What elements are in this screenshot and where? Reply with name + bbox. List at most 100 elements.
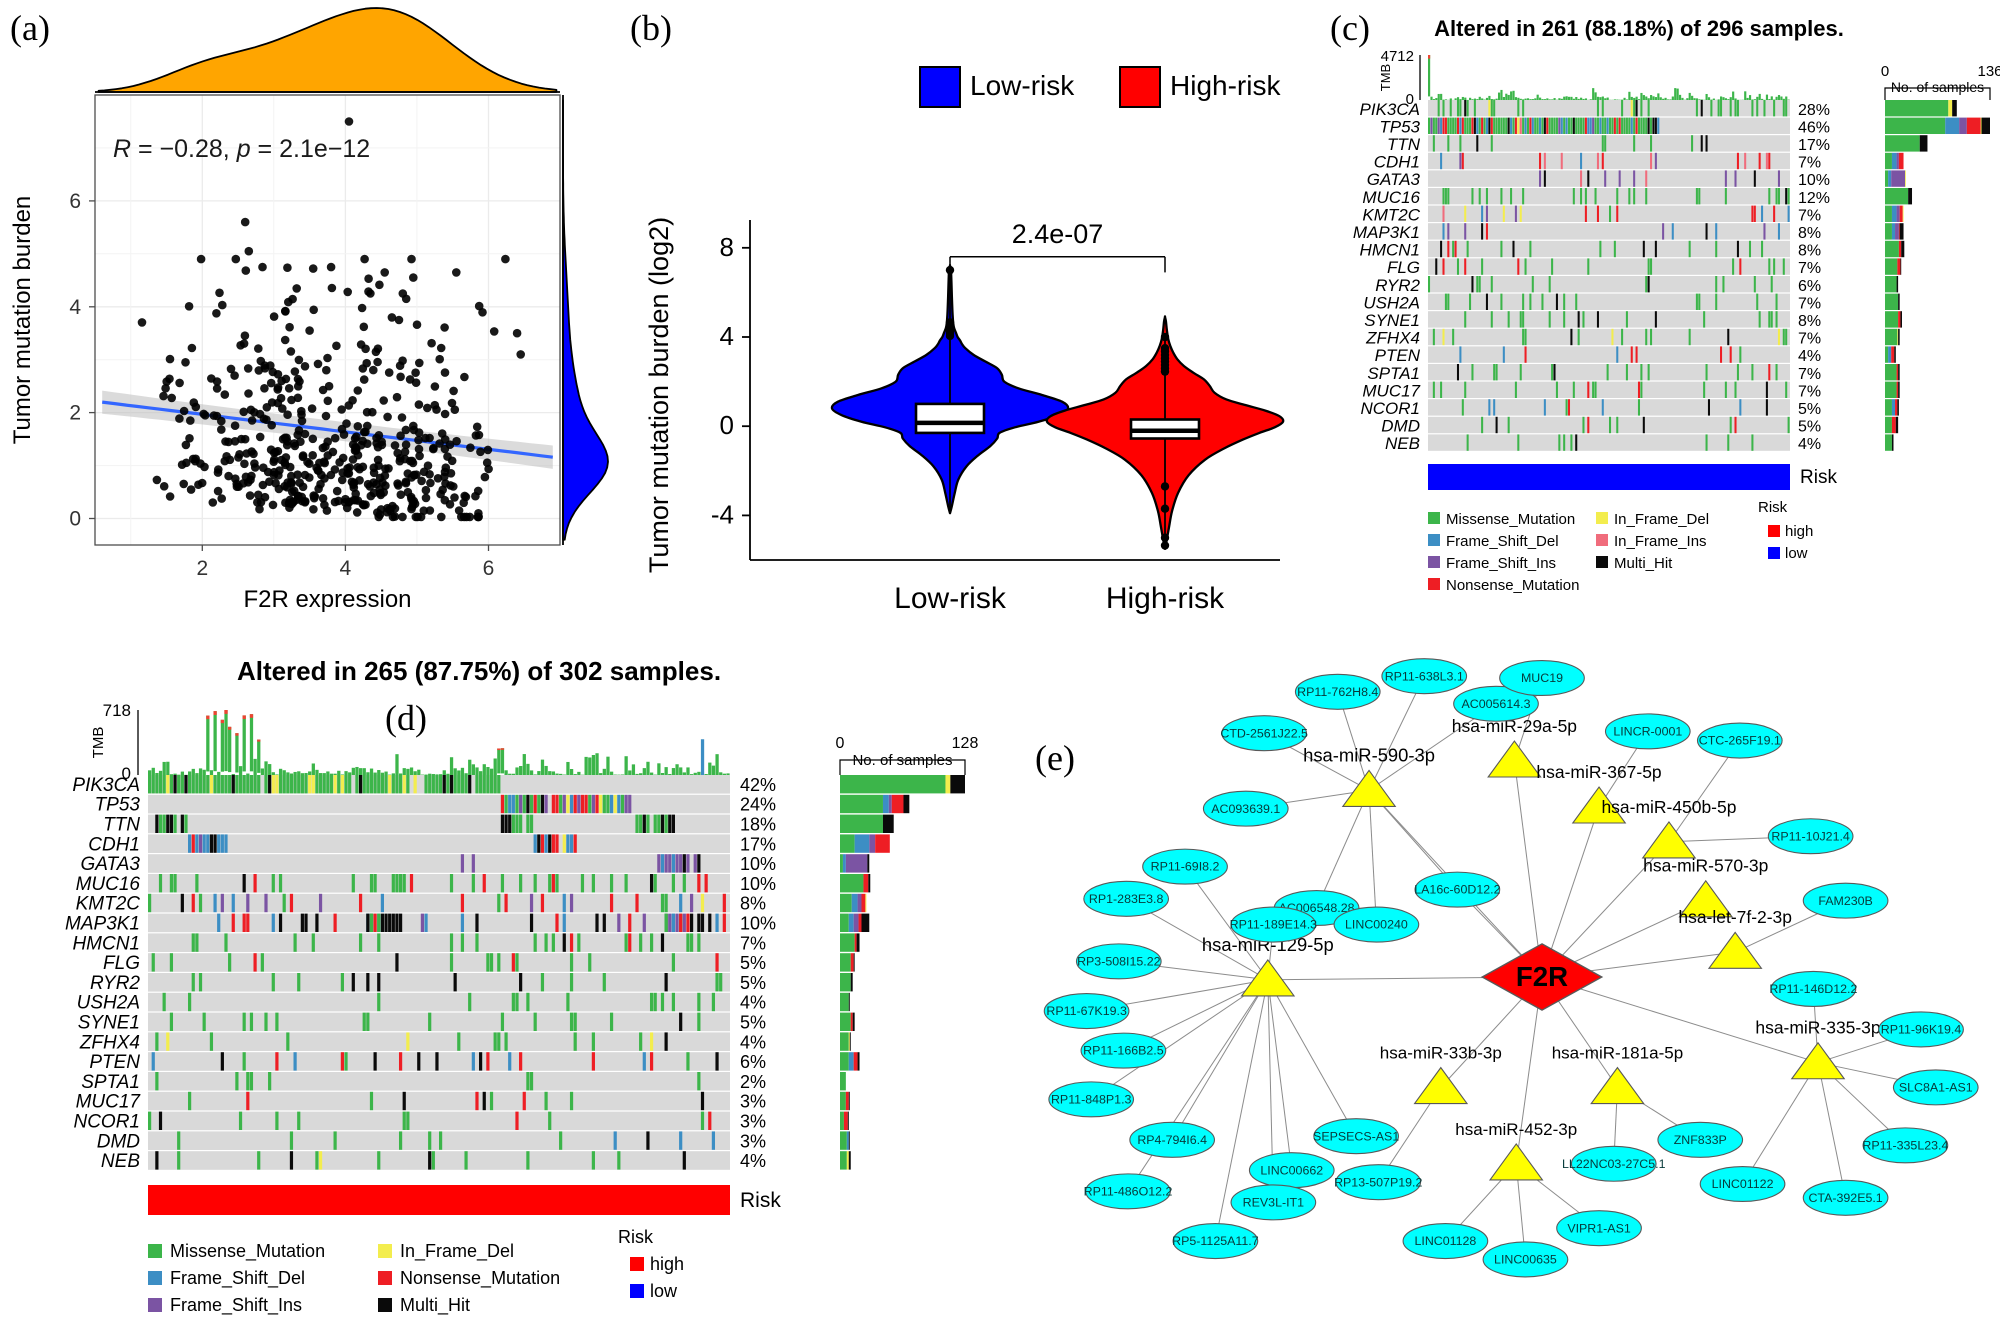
svg-text:18%: 18% (740, 815, 776, 835)
svg-text:12%: 12% (1798, 190, 1830, 207)
svg-text:FLG: FLG (103, 953, 140, 974)
svg-text:LINC01128: LINC01128 (1414, 1234, 1476, 1248)
svg-text:Frame_Shift_Ins: Frame_Shift_Ins (170, 1295, 302, 1316)
svg-text:hsa-miR-590-3p: hsa-miR-590-3p (1303, 744, 1435, 765)
svg-text:8: 8 (720, 232, 734, 262)
svg-text:CTA-392E5.1: CTA-392E5.1 (1808, 1191, 1882, 1205)
svg-text:MUC17: MUC17 (76, 1092, 142, 1113)
svg-text:RP11-762H8.4: RP11-762H8.4 (1297, 685, 1378, 699)
svg-text:LINCR-0001: LINCR-0001 (1613, 725, 1682, 739)
svg-text:5%: 5% (1798, 401, 1821, 418)
svg-text:TP53: TP53 (1379, 117, 1420, 136)
svg-text:MUC16: MUC16 (76, 874, 141, 895)
svg-text:ZFHX4: ZFHX4 (79, 1032, 140, 1053)
svg-text:Tumor mutation burden (log2): Tumor mutation burden (log2) (644, 217, 674, 573)
svg-text:RP11-638L3.1: RP11-638L3.1 (1385, 669, 1464, 683)
svg-text:Altered in 265 (87.75%) of 302: Altered in 265 (87.75%) of 302 samples. (237, 656, 721, 686)
svg-text:KMT2C: KMT2C (1362, 205, 1420, 224)
svg-text:hsa-miR-181a-5p: hsa-miR-181a-5p (1552, 1043, 1683, 1062)
svg-text:NCOR1: NCOR1 (73, 1112, 140, 1133)
svg-text:Risk: Risk (1800, 467, 1837, 488)
svg-text:(e): (e) (1035, 738, 1075, 778)
svg-text:hsa-miR-33b-3p: hsa-miR-33b-3p (1380, 1043, 1502, 1062)
svg-text:(b): (b) (630, 8, 672, 48)
svg-text:4%: 4% (740, 1151, 766, 1171)
svg-text:128: 128 (952, 735, 979, 752)
svg-text:28%: 28% (1798, 102, 1830, 119)
svg-text:AC005614.3: AC005614.3 (1462, 697, 1531, 711)
svg-text:RP11-486O12.2: RP11-486O12.2 (1084, 1185, 1173, 1199)
svg-text:RP11-848P1.3: RP11-848P1.3 (1051, 1093, 1132, 1107)
svg-text:GATA3: GATA3 (81, 854, 141, 875)
svg-text:7%: 7% (1798, 366, 1821, 383)
svg-text:MUC19: MUC19 (1521, 671, 1563, 685)
svg-text:PIK3CA: PIK3CA (1360, 100, 1420, 119)
svg-text:HMCN1: HMCN1 (1360, 241, 1420, 260)
svg-text:0: 0 (69, 508, 81, 531)
svg-text:Frame_Shift_Del: Frame_Shift_Del (1446, 533, 1559, 550)
svg-text:4%: 4% (740, 993, 766, 1013)
svg-text:KMT2C: KMT2C (76, 894, 141, 915)
svg-text:high: high (1785, 523, 1813, 540)
svg-text:RP11-335L23.4: RP11-335L23.4 (1862, 1139, 1948, 1153)
svg-text:TTN: TTN (1387, 135, 1421, 154)
svg-text:4712: 4712 (1381, 48, 1414, 65)
svg-text:RP3-508I15.22: RP3-508I15.22 (1077, 955, 1161, 969)
svg-text:NCOR1: NCOR1 (1360, 399, 1420, 418)
svg-text:hsa-miR-367-5p: hsa-miR-367-5p (1536, 762, 1661, 782)
svg-text:TMB: TMB (1378, 64, 1393, 91)
svg-text:(d): (d) (385, 698, 427, 738)
svg-text:4%: 4% (740, 1032, 766, 1052)
svg-text:MAP3K1: MAP3K1 (1353, 223, 1420, 242)
svg-text:Tumor mutation burden: Tumor mutation burden (9, 196, 36, 445)
svg-text:5%: 5% (740, 953, 766, 973)
svg-text:6: 6 (69, 190, 81, 213)
svg-text:High-risk: High-risk (1170, 70, 1281, 101)
svg-text:SYNE1: SYNE1 (1364, 311, 1420, 330)
svg-text:PIK3CA: PIK3CA (72, 775, 140, 796)
svg-text:0: 0 (1881, 63, 1889, 80)
svg-text:3%: 3% (740, 1112, 766, 1132)
svg-text:NEB: NEB (101, 1151, 140, 1172)
svg-text:SLC8A1-AS1: SLC8A1-AS1 (1899, 1081, 1973, 1095)
svg-text:4%: 4% (1798, 436, 1821, 453)
svg-text:Frame_Shift_Del: Frame_Shift_Del (170, 1268, 305, 1289)
svg-text:RP1-283E3.8: RP1-283E3.8 (1089, 892, 1164, 906)
svg-text:SYNE1: SYNE1 (78, 1013, 140, 1034)
svg-text:hsa-miR-450b-5p: hsa-miR-450b-5p (1601, 797, 1736, 817)
svg-text:LINC00662: LINC00662 (1260, 1163, 1323, 1177)
svg-text:RP13-507P19.2: RP13-507P19.2 (1334, 1175, 1422, 1189)
svg-text:RP11-189E14.3: RP11-189E14.3 (1230, 918, 1317, 932)
svg-text:CDH1: CDH1 (1374, 153, 1420, 172)
svg-text:CDH1: CDH1 (88, 834, 140, 855)
svg-text:Low-risk: Low-risk (970, 70, 1075, 101)
svg-text:Nonsense_Mutation: Nonsense_Mutation (400, 1268, 560, 1289)
svg-text:2%: 2% (740, 1072, 766, 1092)
svg-text:R = −0.28, p = 2.1e−12: R = −0.28, p = 2.1e−12 (113, 135, 370, 163)
svg-text:PTEN: PTEN (89, 1052, 140, 1073)
svg-text:TP53: TP53 (95, 795, 141, 816)
svg-text:7%: 7% (740, 933, 766, 953)
svg-text:FAM230B: FAM230B (1818, 894, 1872, 908)
svg-text:3%: 3% (740, 1092, 766, 1112)
svg-text:17%: 17% (1798, 137, 1830, 154)
svg-text:LINC01122: LINC01122 (1712, 1177, 1774, 1191)
svg-text:GATA3: GATA3 (1367, 170, 1421, 189)
svg-text:DMD: DMD (1381, 417, 1420, 436)
svg-text:hsa-miR-335-3p: hsa-miR-335-3p (1755, 1018, 1880, 1038)
svg-text:TTN: TTN (103, 815, 140, 836)
svg-text:low: low (1785, 545, 1808, 562)
svg-text:5%: 5% (740, 973, 766, 993)
svg-text:RP11-166B2.5: RP11-166B2.5 (1083, 1044, 1164, 1058)
svg-text:10%: 10% (740, 874, 776, 894)
svg-text:hsa-miR-452-3p: hsa-miR-452-3p (1455, 1120, 1577, 1139)
svg-text:NEB: NEB (1385, 434, 1420, 453)
svg-text:hsa-let-7f-2-3p: hsa-let-7f-2-3p (1678, 907, 1792, 927)
svg-text:6%: 6% (1798, 278, 1821, 295)
svg-text:RP11-67K19.3: RP11-67K19.3 (1046, 1004, 1127, 1018)
svg-text:2: 2 (196, 557, 208, 580)
svg-text:7%: 7% (1798, 207, 1821, 224)
svg-text:7%: 7% (1798, 331, 1821, 348)
svg-text:17%: 17% (740, 834, 776, 854)
svg-text:10%: 10% (740, 914, 776, 934)
